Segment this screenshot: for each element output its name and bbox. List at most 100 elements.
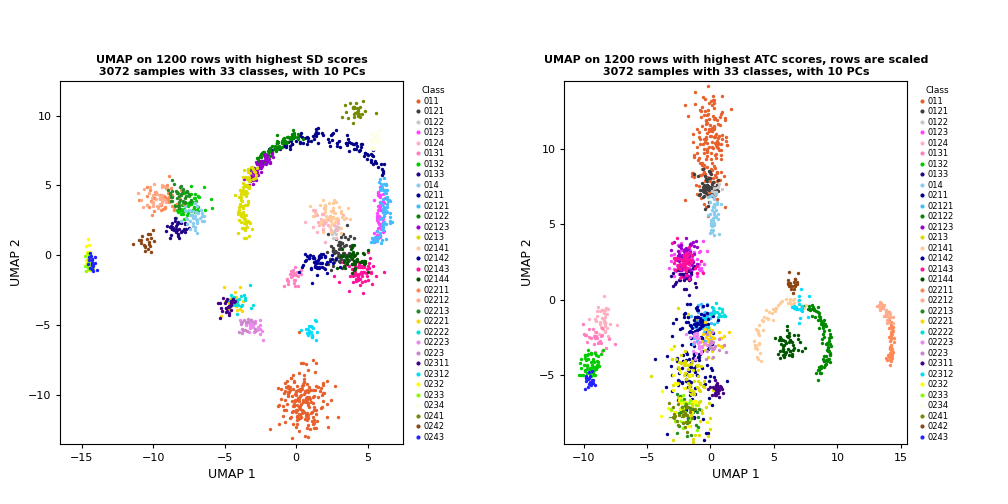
Point [262, 152, 278, 160]
Point [307, 128, 324, 136]
Point [291, 132, 307, 140]
Point [285, 402, 301, 410]
Point [689, 401, 706, 409]
Point [240, 315, 256, 323]
Point [370, 188, 386, 196]
Point [160, 195, 176, 203]
Point [312, 250, 329, 258]
Point [181, 198, 198, 206]
Point [346, 265, 362, 273]
Point [182, 190, 199, 198]
Point [326, 199, 342, 207]
Point [81, 248, 97, 257]
Point [341, 252, 357, 260]
Point [141, 188, 157, 197]
Point [701, 125, 717, 133]
Point [343, 245, 359, 253]
Point [286, 397, 302, 405]
Point [675, 407, 691, 415]
Point [694, 333, 710, 341]
Point [265, 153, 281, 161]
Point [585, 368, 601, 376]
Point [669, 429, 685, 437]
Point [232, 209, 248, 217]
Point [326, 258, 342, 266]
Point [308, 263, 325, 271]
Point [701, 341, 717, 349]
Point [184, 211, 201, 219]
Point [259, 156, 275, 164]
Point [172, 183, 188, 191]
Point [296, 415, 312, 423]
Point [226, 293, 242, 301]
Point [691, 324, 708, 332]
Point [319, 216, 335, 224]
Point [292, 402, 308, 410]
Point [239, 318, 255, 326]
Point [375, 223, 391, 231]
Point [335, 251, 351, 259]
Point [241, 176, 257, 184]
Point [812, 317, 829, 325]
Point [687, 401, 704, 409]
Point [684, 395, 701, 403]
Point [696, 237, 712, 245]
Point [686, 398, 703, 406]
Point [588, 333, 604, 341]
Point [234, 198, 250, 206]
Point [85, 261, 101, 269]
Point [369, 138, 385, 146]
Point [885, 348, 901, 356]
Point [375, 190, 391, 198]
Point [822, 349, 838, 357]
Point [714, 342, 730, 350]
Point [702, 167, 718, 175]
Point [173, 226, 190, 234]
Point [246, 165, 262, 173]
Point [711, 386, 727, 394]
Point [247, 167, 263, 175]
Point [692, 380, 709, 388]
Point [300, 329, 317, 337]
Point [305, 403, 322, 411]
Point [679, 245, 696, 254]
Point [579, 356, 595, 364]
Point [237, 224, 253, 232]
Point [137, 247, 153, 256]
Point [220, 296, 236, 304]
Point [180, 191, 197, 199]
Point [586, 340, 602, 348]
Point [309, 139, 326, 147]
Point [322, 215, 338, 223]
Point [687, 390, 704, 398]
Point [694, 178, 710, 186]
Point [692, 264, 709, 272]
Point [679, 416, 696, 424]
Point [706, 92, 722, 100]
Point [674, 363, 690, 371]
Point [708, 391, 724, 399]
Point [162, 192, 178, 200]
Point [679, 255, 696, 263]
Point [374, 214, 390, 222]
Point [675, 257, 691, 265]
Point [237, 181, 253, 190]
Point [344, 254, 360, 262]
Point [347, 260, 363, 268]
Point [578, 367, 594, 375]
Point [881, 324, 897, 332]
Point [689, 313, 706, 321]
Point [363, 156, 379, 164]
Point [673, 266, 689, 274]
Point [670, 263, 686, 271]
Point [700, 111, 716, 119]
Point [691, 324, 708, 332]
Point [182, 207, 199, 215]
Point [675, 350, 691, 358]
Point [82, 253, 98, 261]
Point [883, 328, 899, 336]
Point [352, 270, 368, 278]
Point [258, 152, 274, 160]
Point [879, 312, 895, 320]
Point [690, 398, 707, 406]
